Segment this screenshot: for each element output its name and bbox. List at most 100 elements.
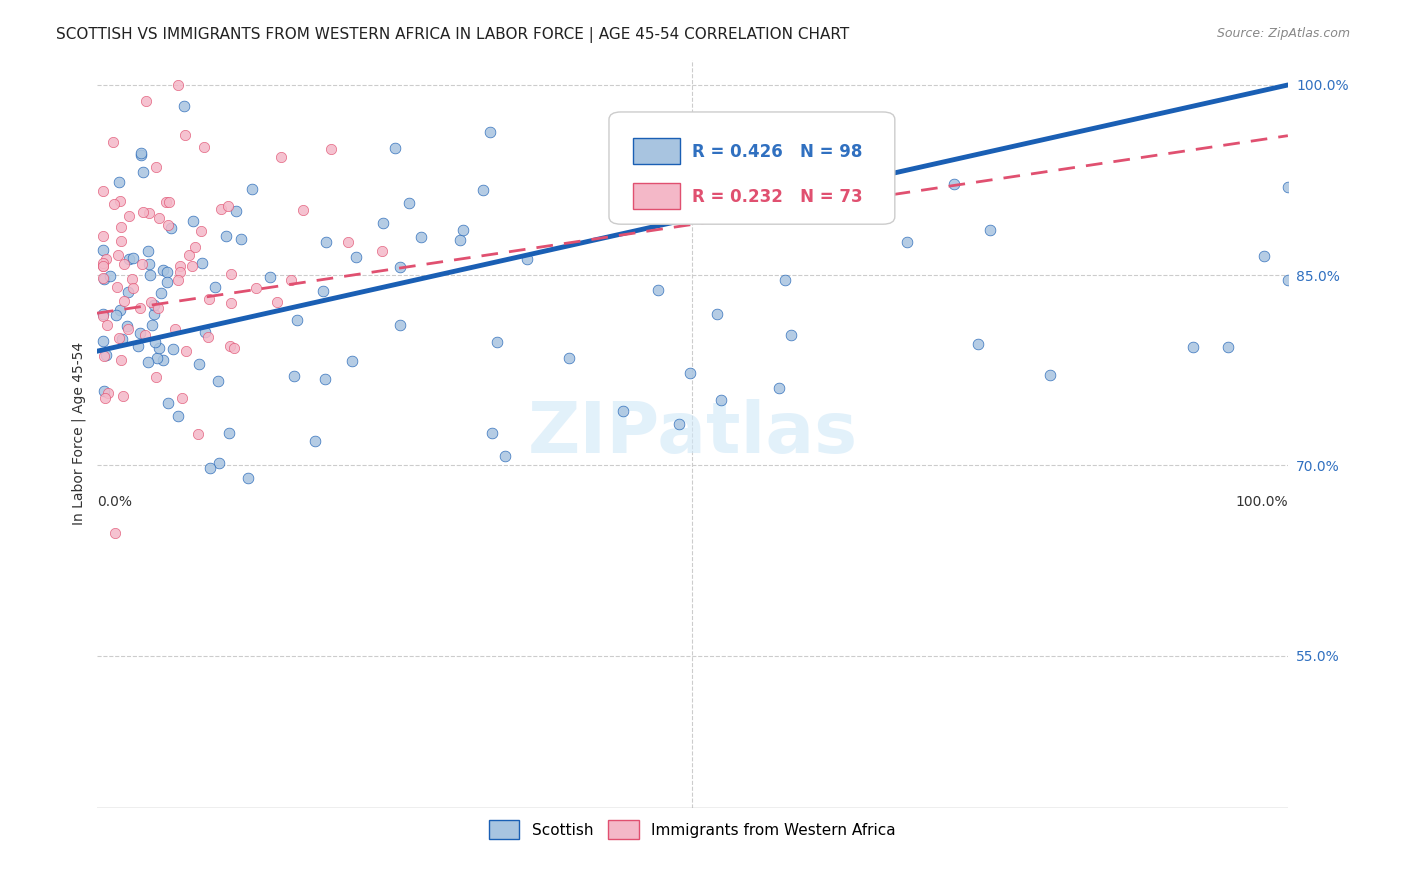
Scottish [136,244,159,258]
Immigrants from Western Africa [108,331,131,345]
Scottish [159,220,181,235]
Immigrants from Western Africa [148,301,170,316]
Immigrants from Western Africa [173,128,195,142]
Immigrants from Western Africa [209,202,232,216]
Immigrants from Western Africa [336,235,359,249]
Immigrants from Western Africa [91,260,114,274]
Scottish [143,298,166,312]
Scottish [779,327,801,342]
Scottish [344,250,367,264]
Scottish [304,434,326,448]
Scottish [156,275,179,289]
Scottish [236,471,259,485]
Immigrants from Western Africa [105,280,128,294]
Scottish [398,195,420,210]
Scottish [121,251,143,265]
Scottish [967,336,990,351]
Immigrants from Western Africa [93,260,115,274]
Scottish [388,318,411,332]
Immigrants from Western Africa [110,352,132,367]
Immigrants from Western Africa [170,392,193,406]
Scottish [451,223,474,237]
Scottish [152,352,174,367]
Immigrants from Western Africa [91,309,114,323]
Scottish [558,351,581,365]
Immigrants from Western Africa [112,388,135,402]
Scottish [710,393,733,408]
Scottish [207,374,229,388]
Scottish [187,357,209,371]
Immigrants from Western Africa [187,426,209,441]
Immigrants from Western Africa [280,273,302,287]
Immigrants from Western Africa [217,199,239,213]
Scottish [156,395,179,409]
Immigrants from Western Africa [114,257,136,271]
Immigrants from Western Africa [219,267,242,281]
Scottish [896,235,918,249]
FancyBboxPatch shape [609,112,894,224]
Immigrants from Western Africa [219,295,242,310]
Scottish [181,213,204,227]
Immigrants from Western Africa [190,224,212,238]
Scottish [229,232,252,246]
Scottish [129,326,152,341]
Scottish [768,380,790,394]
Immigrants from Western Africa [270,150,292,164]
Scottish [516,252,538,267]
Scottish [150,286,173,301]
Immigrants from Western Africa [128,301,150,315]
Text: R = 0.426   N = 98: R = 0.426 N = 98 [692,143,863,161]
Scottish [129,148,152,162]
Scottish [315,235,337,249]
Scottish [1277,273,1299,287]
Scottish [145,334,167,349]
Scottish [283,369,305,384]
Scottish [409,230,432,244]
Y-axis label: In Labor Force | Age 45-54: In Labor Force | Age 45-54 [72,343,86,525]
Immigrants from Western Africa [117,321,139,335]
Immigrants from Western Africa [266,295,288,310]
Scottish [384,141,406,155]
Immigrants from Western Africa [167,78,190,92]
Scottish [141,318,163,332]
Immigrants from Western Africa [91,256,114,270]
Immigrants from Western Africa [184,240,207,254]
Scottish [943,177,966,191]
Scottish [204,280,226,294]
Scottish [152,263,174,277]
Scottish [104,309,127,323]
Scottish [111,332,134,346]
Scottish [148,341,170,355]
Scottish [194,326,217,340]
Scottish [173,99,195,113]
Immigrants from Western Africa [107,248,129,262]
Immigrants from Western Africa [96,252,118,266]
Immigrants from Western Africa [156,218,179,232]
Immigrants from Western Africa [197,330,219,344]
Immigrants from Western Africa [97,386,120,401]
Scottish [136,355,159,369]
Scottish [494,449,516,463]
Immigrants from Western Africa [148,211,170,225]
Immigrants from Western Africa [91,229,114,244]
Scottish [93,384,115,398]
Scottish [450,233,472,247]
Immigrants from Western Africa [145,370,167,384]
Scottish [612,404,634,418]
Scottish [162,342,184,356]
Scottish [191,256,214,270]
Scottish [481,426,503,441]
Text: SCOTTISH VS IMMIGRANTS FROM WESTERN AFRICA IN LABOR FORCE | AGE 45-54 CORRELATIO: SCOTTISH VS IMMIGRANTS FROM WESTERN AFRI… [56,27,849,43]
Scottish [1253,249,1275,263]
Immigrants from Western Africa [193,140,215,154]
Immigrants from Western Africa [197,292,219,306]
Immigrants from Western Africa [93,350,115,364]
Immigrants from Western Africa [94,391,117,405]
Scottish [471,183,494,197]
Immigrants from Western Africa [167,273,190,287]
Scottish [91,307,114,321]
Immigrants from Western Africa [371,244,394,259]
Scottish [486,335,509,350]
Immigrants from Western Africa [103,136,125,150]
Scottish [138,257,160,271]
